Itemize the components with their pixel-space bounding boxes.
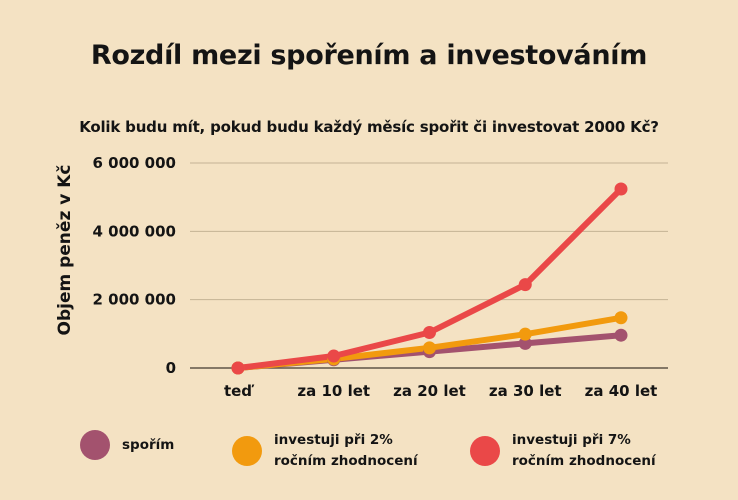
chart-title: Rozdíl mezi spořením a investováním <box>90 40 648 71</box>
legend-marker-investuji-2 <box>232 436 262 466</box>
legend-marker-sporim <box>80 430 110 460</box>
data-point <box>518 327 532 341</box>
x-tick-label: teď <box>224 382 255 400</box>
y-tick-label: 6 000 000 <box>92 154 176 172</box>
y-tick-label: 0 <box>166 359 176 377</box>
x-tick-label: za 40 let <box>585 382 658 400</box>
y-axis-label: Objem peněz v Kč <box>55 164 75 335</box>
x-axis-ticks: teď za 10 let za 20 let za 30 let za 40 let <box>224 382 657 400</box>
legend-label-investuji-2: investuji při 2% ročním zhodnocení <box>274 432 418 469</box>
legend-marker-investuji-7 <box>470 436 500 466</box>
series-lines <box>235 186 624 371</box>
legend-item-sporim: spořím <box>80 430 174 460</box>
data-point <box>518 278 532 292</box>
data-point <box>423 325 436 339</box>
x-tick-label: za 30 let <box>489 382 562 400</box>
data-point <box>614 311 628 325</box>
data-point <box>327 349 341 363</box>
legend: spořím investuji při 2% ročním zhodnocen… <box>0 430 738 480</box>
legend-label-investuji-7: investuji při 7% ročním zhodnocení <box>512 432 656 469</box>
legend-item-investuji-7: investuji při 7% ročním zhodnocení <box>470 430 656 472</box>
y-tick-label: 2 000 000 <box>92 291 176 309</box>
y-axis-ticks: 0 2 000 000 4 000 000 6 000 000 <box>92 154 176 377</box>
legend-item-investuji-2: investuji při 2% ročním zhodnocení <box>232 430 418 472</box>
legend-label-sporim: spořím <box>122 436 175 453</box>
data-point <box>614 328 628 342</box>
data-point <box>231 361 245 375</box>
data-point <box>614 182 628 196</box>
data-point <box>518 336 532 350</box>
chart-subtitle: Kolik budu mít, pokud budu každý měsíc s… <box>79 118 659 136</box>
x-tick-label: za 20 let <box>393 382 466 400</box>
x-tick-label: za 10 let <box>297 382 370 400</box>
series-points <box>231 182 628 375</box>
y-tick-label: 4 000 000 <box>92 222 176 240</box>
data-point <box>423 341 436 355</box>
